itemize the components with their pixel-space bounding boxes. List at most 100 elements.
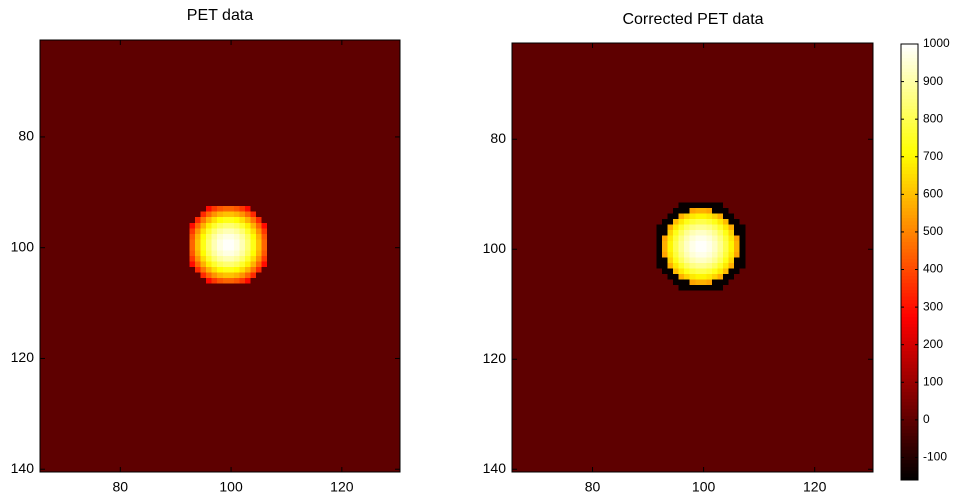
heatmap-cell bbox=[745, 274, 873, 280]
heatmap-cell bbox=[239, 201, 245, 207]
heatmap-cell bbox=[262, 267, 268, 273]
heatmap-cell bbox=[201, 256, 207, 262]
heatmap-cell bbox=[717, 280, 723, 286]
heatmap-cell bbox=[740, 280, 746, 286]
y-tick-label: 120 bbox=[483, 350, 507, 366]
colorbar-swatch bbox=[901, 391, 918, 395]
heatmap-cell bbox=[184, 217, 190, 223]
heatmap-cell bbox=[673, 252, 679, 258]
heatmap-cell bbox=[262, 289, 268, 472]
heatmap-cell bbox=[273, 234, 401, 240]
colorbar-swatch bbox=[901, 436, 918, 440]
colorbar-swatch bbox=[901, 408, 918, 412]
heatmap-cell bbox=[195, 267, 201, 273]
heatmap-cell bbox=[679, 241, 685, 247]
heatmap-cell bbox=[668, 241, 674, 247]
heatmap-cell bbox=[729, 274, 735, 280]
heatmap-cell bbox=[668, 274, 674, 280]
heatmap-cell bbox=[712, 269, 718, 275]
heatmap-cell bbox=[201, 267, 207, 273]
colorbar-swatch bbox=[901, 415, 918, 419]
heatmap-cell bbox=[184, 239, 190, 245]
heatmap-cell bbox=[195, 223, 201, 229]
heatmap-cell bbox=[245, 256, 251, 262]
heatmap-cell bbox=[734, 236, 740, 242]
heatmap-cell bbox=[712, 280, 718, 286]
heatmap-cell bbox=[195, 40, 201, 201]
colorbar-swatch bbox=[901, 340, 918, 344]
x-tick-label: 120 bbox=[803, 479, 827, 495]
colorbar-tick-label: 500 bbox=[923, 224, 943, 238]
heatmap-cell bbox=[212, 234, 218, 240]
y-tick-label: 100 bbox=[11, 238, 35, 254]
y-tick-label: 80 bbox=[18, 128, 34, 144]
heatmap-cell bbox=[228, 239, 234, 245]
heatmap-cell bbox=[250, 234, 256, 240]
heatmap-cell bbox=[723, 263, 729, 269]
heatmap-cell bbox=[250, 245, 256, 251]
heatmap-cell bbox=[239, 262, 245, 268]
heatmap-cell bbox=[245, 206, 251, 212]
heatmap-cell bbox=[267, 217, 273, 223]
heatmap-cell bbox=[656, 252, 662, 258]
colorbar-swatch bbox=[901, 317, 918, 321]
heatmap-cell bbox=[273, 278, 401, 284]
heatmap-cell bbox=[712, 258, 718, 264]
heatmap-cell bbox=[684, 225, 690, 231]
heatmap-cell bbox=[690, 258, 696, 264]
heatmap-cell bbox=[256, 40, 262, 201]
heatmap-cell bbox=[690, 203, 696, 209]
heatmap-cell bbox=[256, 278, 262, 284]
heatmap-cell bbox=[679, 208, 685, 214]
heatmap-cell bbox=[701, 208, 707, 214]
heatmap-cell bbox=[184, 250, 190, 256]
heatmap-cell bbox=[228, 228, 234, 234]
heatmap-cell bbox=[234, 223, 240, 229]
heatmap-cell bbox=[512, 208, 657, 214]
heatmap-cell bbox=[262, 273, 268, 279]
colorbar-swatch bbox=[901, 262, 918, 266]
heatmap-cell bbox=[701, 274, 707, 280]
heatmap-cell bbox=[273, 267, 401, 273]
heatmap-cell bbox=[656, 269, 662, 275]
heatmap-cell bbox=[717, 241, 723, 247]
heatmap-cell bbox=[217, 289, 223, 472]
heatmap-cell bbox=[740, 219, 746, 225]
heatmap-cell bbox=[712, 225, 718, 231]
colorbar-swatch bbox=[901, 238, 918, 242]
heatmap-cell bbox=[217, 250, 223, 256]
colorbar-swatch bbox=[901, 221, 918, 225]
heatmap-cell bbox=[212, 217, 218, 223]
heatmap-cell bbox=[273, 206, 401, 212]
heatmap-cell bbox=[656, 291, 662, 473]
heatmap-cell bbox=[40, 289, 185, 472]
heatmap-cell bbox=[184, 245, 190, 251]
heatmap-cell bbox=[701, 219, 707, 225]
heatmap-cell bbox=[717, 274, 723, 280]
heatmap-cell bbox=[723, 269, 729, 275]
heatmap-cell bbox=[184, 262, 190, 268]
heatmap-cell bbox=[673, 258, 679, 264]
heatmap-cell bbox=[40, 206, 185, 212]
colorbar-swatch bbox=[901, 398, 918, 402]
colorbar-tick-label: 1000 bbox=[923, 36, 950, 50]
heatmap-cell bbox=[40, 250, 185, 256]
heatmap-cell bbox=[256, 256, 262, 262]
heatmap-cell bbox=[40, 40, 185, 201]
heatmap-cell bbox=[717, 291, 723, 473]
heatmap-cell bbox=[740, 274, 746, 280]
colorbar-swatch bbox=[901, 214, 918, 218]
colorbar-swatch bbox=[901, 102, 918, 106]
heatmap-cell bbox=[273, 250, 401, 256]
heatmap-cell bbox=[206, 245, 212, 251]
colorbar-swatch bbox=[901, 71, 918, 75]
heatmap-cell bbox=[729, 258, 735, 264]
heatmap-cell bbox=[262, 212, 268, 218]
heatmap-cell bbox=[228, 262, 234, 268]
heatmap-cell bbox=[740, 291, 746, 473]
colorbar-swatch bbox=[901, 61, 918, 65]
heatmap-cell bbox=[273, 284, 401, 290]
heatmap-cell bbox=[245, 217, 251, 223]
heatmap-cell bbox=[256, 289, 262, 472]
heatmap-cell bbox=[212, 278, 218, 284]
